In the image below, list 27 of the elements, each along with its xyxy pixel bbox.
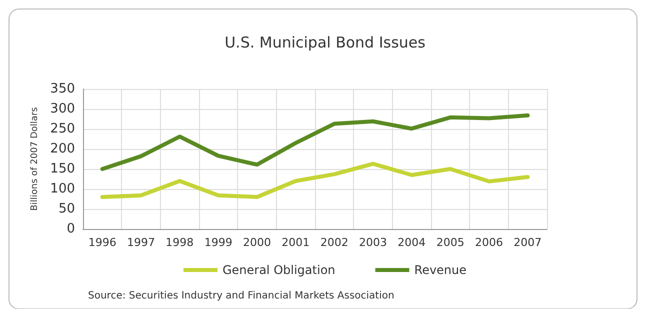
y-tick-label: 100: [50, 182, 75, 196]
y-tick-label: 50: [58, 202, 75, 216]
x-tick-label: 2001: [282, 236, 310, 249]
x-tick-label: 1998: [166, 236, 194, 249]
y-tick-label: 0: [66, 222, 75, 236]
chart-title: U.S. Municipal Bond Issues: [224, 34, 426, 52]
y-tick-label: 350: [50, 82, 75, 96]
y-tick-label: 300: [50, 102, 75, 116]
x-tick-label: 2004: [398, 236, 426, 249]
line-series: [100, 162, 530, 199]
x-tick-label: 2005: [436, 236, 464, 249]
x-tick-label: 1999: [204, 236, 232, 249]
x-tick-label: 2003: [359, 236, 387, 249]
y-tick-label: 150: [50, 162, 75, 176]
legend-label: General Obligation: [222, 263, 336, 277]
y-axis-title: Billions of 2007 Dollars: [30, 106, 40, 211]
y-tick-label: 250: [50, 122, 75, 136]
source-note: Source: Securities Industry and Financial Markets Association: [88, 290, 394, 302]
line-series: [100, 113, 530, 171]
x-tick-label: 2002: [320, 236, 348, 249]
x-tick-label: 2000: [243, 236, 271, 249]
y-tick-label: 200: [50, 142, 75, 156]
x-tick-label: 1997: [127, 236, 155, 249]
x-tick-label: 1996: [88, 236, 116, 249]
legend-label: Revenue: [414, 263, 467, 277]
x-tick-label: 2006: [475, 236, 503, 249]
x-tick-label: 2007: [514, 236, 542, 249]
